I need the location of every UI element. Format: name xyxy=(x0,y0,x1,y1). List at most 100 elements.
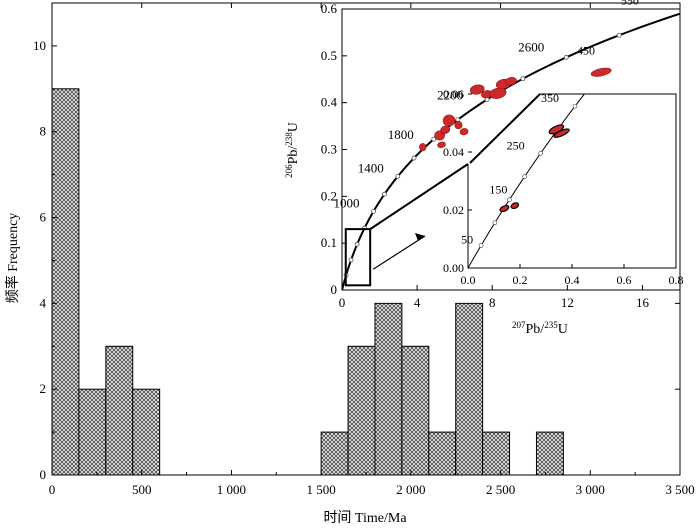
histogram-x-tick-label: 0 xyxy=(49,482,56,497)
concordia-age-marker xyxy=(455,117,461,123)
concordia-y-tick-label: 0.1 xyxy=(321,235,337,250)
inset-x-tick-label: 0.0 xyxy=(461,273,476,287)
concordia-ellipse xyxy=(419,143,427,152)
histogram-x-label: 时间 Time/Ma xyxy=(323,510,407,526)
histogram-x-tick-label: 3 000 xyxy=(576,482,605,497)
zoom-leader-line xyxy=(469,93,541,164)
concordia-y-tick-label: 0 xyxy=(331,282,338,297)
concordia-y-tick-label: 0.6 xyxy=(321,1,338,16)
histogram-bar xyxy=(428,431,457,476)
concordia-x-label: 207Pb/235U xyxy=(512,320,568,337)
concordia-age-marker xyxy=(354,241,360,247)
inset-x-tick-label: 0.4 xyxy=(565,273,580,287)
concordia-ellipse xyxy=(469,84,485,95)
inset-age-marker xyxy=(492,220,498,226)
histogram-axes: 0 500 1 000 1 500 2 000 2 500 3 000 3 500024681… xyxy=(33,2,695,497)
histogram-bar xyxy=(347,345,376,476)
concordia-frame xyxy=(341,8,681,291)
inset-ellipse xyxy=(510,202,520,210)
concordia-main-panel: 1000 1400 1800 2200 2600 0 4 8 12 16 0 0.1 0.2 0.3 0.4… xyxy=(321,1,686,310)
histogram-bar xyxy=(320,431,349,476)
concordia-age-label: 1000 xyxy=(333,195,359,210)
concordia-ellipse xyxy=(590,67,612,77)
histogram-y-tick-label: 10 xyxy=(33,38,46,53)
inset-x-tick-label: 0.2 xyxy=(513,273,528,287)
histogram-x-tick-label: 2 500 xyxy=(486,482,515,497)
histogram-y-tick-label: 4 xyxy=(40,295,47,310)
inset-age-marker xyxy=(478,243,484,248)
concordia-x-tick-label: 0 xyxy=(339,295,346,310)
concordia-age-label: 2600 xyxy=(518,39,544,54)
zoom-box xyxy=(344,228,372,287)
concordia-ellipse xyxy=(437,141,446,148)
inset-age-label: 450 xyxy=(577,43,595,57)
histogram-bar xyxy=(78,388,107,476)
concordia-y-label: 206Pb/238U xyxy=(284,122,301,178)
concordia-y-tick-label: 0.5 xyxy=(321,48,337,63)
concordia-ellipse xyxy=(505,77,517,86)
inset-age-marker xyxy=(538,150,543,156)
concordia-age-label: 1800 xyxy=(388,127,414,142)
histogram-x-tick-label: 2 000 xyxy=(396,482,425,497)
concordia-ellipse xyxy=(440,125,451,134)
histogram-y-tick-label: 2 xyxy=(40,381,47,396)
concordia-y-tick-label: 0.2 xyxy=(321,188,337,203)
inset-age-label: 550 xyxy=(621,0,639,8)
concordia-age-marker xyxy=(520,76,526,82)
histogram-x-tick-label: 3 500 xyxy=(665,482,694,497)
inset-age-label: 250 xyxy=(507,138,525,152)
histogram-y-tick-label: 8 xyxy=(40,124,47,139)
inset-y-tick-label: 0.06 xyxy=(443,87,464,101)
histogram-bar xyxy=(374,302,403,476)
inset-ellipse xyxy=(499,204,510,213)
histogram-bar xyxy=(535,431,564,476)
histogram-bar xyxy=(455,302,484,476)
concordia-age-marker xyxy=(682,10,686,14)
concordia-age-marker xyxy=(382,191,387,197)
histogram-bar xyxy=(105,345,134,476)
concordia-age-marker xyxy=(563,54,569,60)
concordia-ellipse xyxy=(459,128,469,136)
concordia-age-label: 2200 xyxy=(437,88,463,103)
zoom-arrow xyxy=(372,235,426,270)
zoom-arrowhead xyxy=(415,233,425,241)
concordia-age-marker xyxy=(616,32,622,38)
concordia-age-marker xyxy=(431,136,437,142)
concordia-curve xyxy=(342,12,680,290)
inset-y-tick-label: 0.02 xyxy=(443,203,464,217)
inset-x-tick-label: 0.6 xyxy=(617,273,632,287)
concordia-age-marker xyxy=(371,209,376,214)
svg-text:207Pb/235U: 207Pb/235U xyxy=(512,320,568,337)
concordia-y-tick-label: 0.3 xyxy=(321,142,337,157)
concordia-x-tick-label: 12 xyxy=(561,295,574,310)
concordia-x-tick-label: 8 xyxy=(489,295,496,310)
concordia-ellipse xyxy=(454,121,463,130)
concordia-inset-panel: 50 150 250 350 450 550 0.0 0.2 0.4 0.6 0.8 0.00 0.02… xyxy=(369,0,684,287)
inset-x-tick-label: 0.8 xyxy=(669,273,684,287)
inset-age-marker xyxy=(522,174,527,179)
histogram-bars xyxy=(51,88,564,476)
histogram-x-tick-label: 1 500 xyxy=(307,482,336,497)
concordia-x-tick-label: 4 xyxy=(414,295,421,310)
svg-text:206Pb/238U: 206Pb/238U xyxy=(284,122,301,178)
inset-y-tick-label: 0.04 xyxy=(443,145,464,159)
histogram-bar xyxy=(132,388,161,476)
inset-age-label: 150 xyxy=(489,183,507,197)
histogram-x-tick-label: 500 xyxy=(132,482,152,497)
histogram-y-label: 频率 Frequency xyxy=(4,213,21,304)
histogram-bar xyxy=(51,88,80,476)
inset-age-label: 350 xyxy=(541,91,559,105)
concordia-age-label: 1400 xyxy=(358,160,384,175)
histogram-x-tick-label: 1 000 xyxy=(217,482,246,497)
histogram-bar xyxy=(482,431,511,476)
concordia-x-tick-label: 16 xyxy=(636,295,650,310)
concordia-ellipse xyxy=(442,114,456,127)
inset-ellipse xyxy=(553,128,570,138)
zoom-leader-line xyxy=(369,163,469,230)
histogram-bar xyxy=(401,345,430,476)
concordia-age-marker xyxy=(395,174,401,179)
histogram-y-tick-label: 6 xyxy=(40,210,47,225)
concordia-ellipse xyxy=(489,87,507,99)
inset-y-tick-label: 0.00 xyxy=(443,261,464,275)
